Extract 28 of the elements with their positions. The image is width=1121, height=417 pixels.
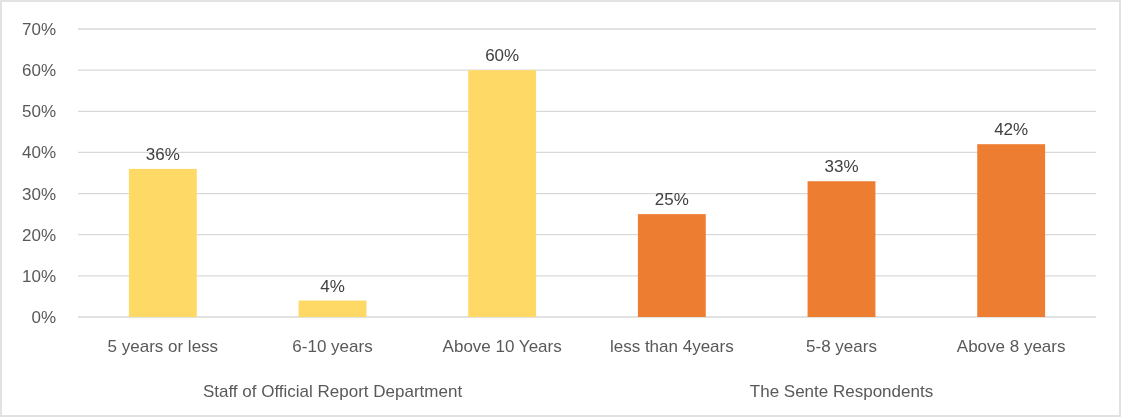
y-tick-label: 60% (21, 61, 56, 81)
text: The Sente Respondents (749, 382, 934, 401)
y-tick-label: 0% (31, 307, 56, 327)
x-tick-label: 5 years or less (107, 337, 219, 356)
y-tick-label: 10% (21, 266, 56, 286)
x-tick-label: Above 8 years (956, 337, 1066, 356)
data-label: 4% (320, 276, 345, 296)
data-label: 60% (485, 46, 520, 66)
bar (128, 168, 197, 317)
y-tick-label: 30% (21, 184, 56, 204)
data-label: 25% (654, 190, 689, 210)
bar (977, 144, 1046, 317)
data-label: 42% (994, 120, 1029, 140)
x-tick-label: 5-8 years (806, 337, 877, 356)
text: Staff of Official Report Department (202, 382, 463, 401)
bar (637, 214, 706, 317)
bar (468, 70, 537, 317)
bar (807, 181, 876, 317)
data-label: 36% (145, 144, 180, 164)
data-label: 33% (824, 157, 859, 177)
y-tick-label: 20% (21, 225, 56, 245)
y-tick-label: 70% (21, 19, 56, 39)
x-tick-label: Above 10 Years (442, 337, 562, 356)
bar (298, 300, 367, 317)
y-tick-label: 40% (21, 143, 56, 163)
y-tick-label: 50% (21, 102, 56, 122)
x-tick-label: 6-10 years (292, 337, 373, 356)
x-tick-label: less than 4years (609, 337, 734, 356)
